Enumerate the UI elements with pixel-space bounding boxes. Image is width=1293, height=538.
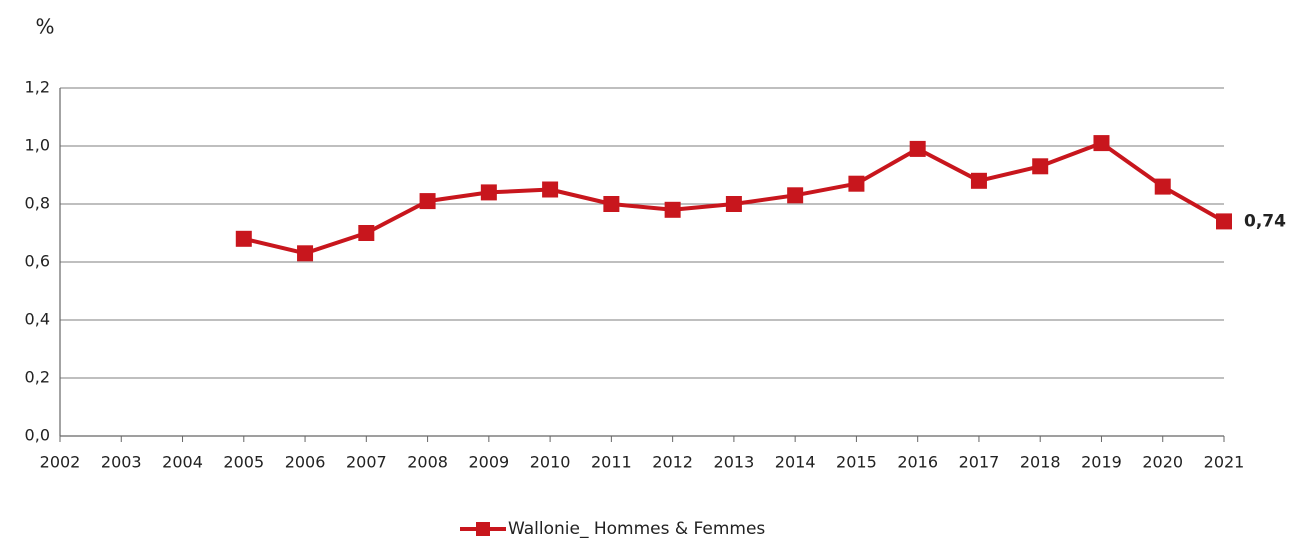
x-tick-label: 2010 bbox=[530, 453, 571, 472]
marker bbox=[235, 230, 252, 247]
x-tick-label: 2015 bbox=[836, 453, 877, 472]
y-tick-label: 0,2 bbox=[25, 368, 50, 387]
marker bbox=[542, 181, 559, 198]
y-tick-label: 1,2 bbox=[25, 78, 50, 97]
x-tick-label: 2003 bbox=[101, 453, 142, 472]
x-tick-label: 2013 bbox=[714, 453, 755, 472]
y-tick-label: 0,6 bbox=[25, 252, 50, 271]
legend-label: Wallonie_ Hommes & Femmes bbox=[508, 519, 765, 538]
marker bbox=[419, 193, 436, 210]
x-tick-label: 2008 bbox=[407, 453, 448, 472]
y-axis-label: % bbox=[35, 15, 54, 39]
marker bbox=[480, 184, 497, 201]
x-tick-label: 2016 bbox=[897, 453, 938, 472]
x-tick-label: 2014 bbox=[775, 453, 816, 472]
x-tick-label: 2007 bbox=[346, 453, 387, 472]
marker bbox=[725, 196, 742, 212]
x-tick-label: 2006 bbox=[285, 453, 326, 472]
legend-marker bbox=[476, 522, 490, 536]
marker bbox=[1093, 135, 1110, 152]
marker bbox=[297, 245, 314, 262]
y-tick-label: 0,4 bbox=[25, 310, 50, 329]
marker bbox=[787, 187, 804, 204]
marker bbox=[1216, 213, 1232, 230]
x-tick-label: 2019 bbox=[1081, 453, 1122, 472]
x-tick-label: 2020 bbox=[1142, 453, 1183, 472]
x-tick-label: 2009 bbox=[468, 453, 509, 472]
y-tick-label: 0,0 bbox=[25, 426, 50, 445]
x-tick-label: 2002 bbox=[40, 453, 81, 472]
marker bbox=[909, 140, 926, 157]
x-tick-label: 2004 bbox=[162, 453, 203, 472]
marker bbox=[848, 175, 865, 192]
data-label: 0,74 bbox=[1244, 211, 1286, 231]
marker bbox=[1032, 158, 1049, 175]
x-tick-label: 2018 bbox=[1020, 453, 1061, 472]
x-tick-label: 2011 bbox=[591, 453, 632, 472]
marker bbox=[970, 172, 987, 189]
y-tick-label: 0,8 bbox=[25, 194, 50, 213]
marker bbox=[603, 196, 620, 212]
x-tick-label: 2005 bbox=[223, 453, 264, 472]
marker bbox=[664, 201, 681, 218]
x-tick-label: 2017 bbox=[959, 453, 1000, 472]
y-tick-label: 1,0 bbox=[25, 136, 50, 155]
x-tick-label: 2012 bbox=[652, 453, 693, 472]
marker bbox=[358, 225, 375, 241]
marker bbox=[1154, 178, 1171, 195]
x-tick-label: 2021 bbox=[1204, 453, 1245, 472]
